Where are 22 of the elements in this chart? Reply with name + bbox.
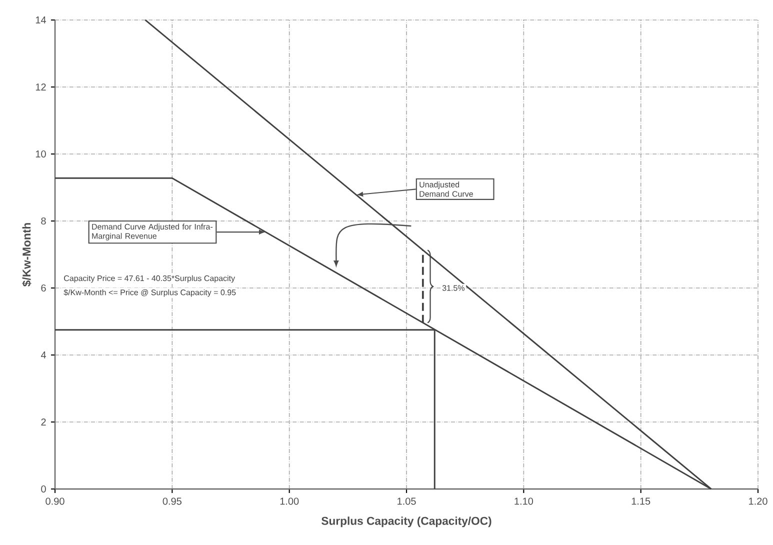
x-tick-label: 1.05 <box>398 498 416 505</box>
annotation: $/Kw-Month <= Price @ Surplus Capacity = 0.95 <box>64 289 236 297</box>
annotation: Capacity Price = 47.61 - 40.35*Surplus Capacity <box>64 275 236 283</box>
y-tick-label: 14 <box>36 16 46 24</box>
y-tick-label: 2 <box>41 418 46 426</box>
annotation: Unadjusted Demand Curve <box>420 182 473 197</box>
x-tick-label: 1.15 <box>632 498 650 505</box>
x-tick-label: 0.90 <box>46 498 64 505</box>
y-tick-label: 6 <box>41 284 46 292</box>
x-tick-label: 0.95 <box>162 498 182 505</box>
x-tick-label: 1.20 <box>749 498 768 505</box>
x-tick-label: 1.00 <box>280 498 299 505</box>
y-tick-label: 10 <box>36 150 46 158</box>
x-tick-label: 1.10 <box>514 498 534 505</box>
annotation: Demand Curve Adjusted for Infra-Marginal Revenue <box>92 224 213 240</box>
y-tick-label: 12 <box>36 83 46 90</box>
y-axis-title: $/Kw-Month <box>22 223 32 286</box>
annotation: 31.5% <box>442 285 464 291</box>
y-tick-label: 8 <box>41 217 46 225</box>
y-tick-label: 4 <box>40 352 46 358</box>
y-tick-label: 0 <box>41 485 46 493</box>
x-axis-title: Surplus Capacity (Capacity/OC) <box>322 516 492 528</box>
